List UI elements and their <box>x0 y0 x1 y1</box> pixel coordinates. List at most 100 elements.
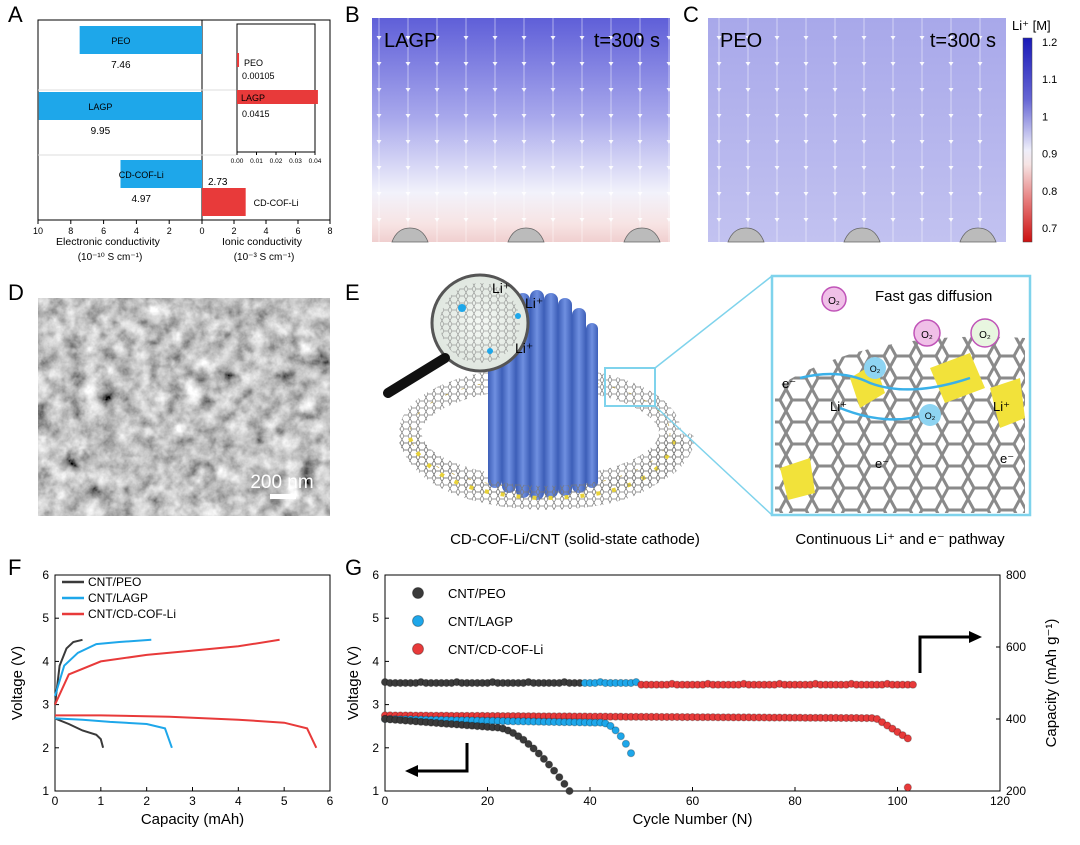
bar-electronic <box>120 160 202 188</box>
x-axis-label: Capacity (mAh) <box>141 811 244 828</box>
bar-category-label: PEO <box>111 36 130 46</box>
colorbar-label: Li⁺ [M] <box>1012 18 1051 33</box>
bar-electronic <box>38 92 202 120</box>
panel-b-simulation: LAGP t=300 s <box>372 18 670 243</box>
y-tick-label: 2 <box>372 741 379 755</box>
x-axis-label: Cycle Number (N) <box>632 811 752 828</box>
bar-value-label: 9.95 <box>91 126 111 137</box>
legend-label: CNT/CD-COF-Li <box>88 607 176 621</box>
series-line-discharge <box>55 714 318 749</box>
legend-label: CNT/LAGP <box>88 591 148 605</box>
x-tick-label: 4 <box>235 794 242 808</box>
y-tick-label: 4 <box>42 654 49 668</box>
panel-letter-b: B <box>345 2 360 27</box>
svg-text:O₂: O₂ <box>870 364 881 374</box>
y-tick-label: 3 <box>372 698 379 712</box>
tick-label: 8 <box>327 226 332 236</box>
panel-e-illustration: Li⁺ Li⁺ Li⁺ Fast gas diffusion O₂ O₂ O₂ … <box>383 273 1032 548</box>
tick-label: 2 <box>167 226 172 236</box>
c-title: PEO <box>720 30 762 52</box>
capacity-point <box>878 718 887 727</box>
inset-bar-ionic <box>237 53 240 67</box>
panel-letter-c: C <box>683 2 699 27</box>
left-axis-arrow <box>415 743 469 773</box>
bar-ionic <box>202 188 246 216</box>
series-line-discharge <box>54 717 173 749</box>
panel-g-chart: 0 20 40 60 80 100 120 1 2 3 4 5 6 200 400 600 800 Cycle N… <box>345 568 1060 828</box>
a-xunit-right: (10⁻³ S cm⁻¹) <box>234 252 295 263</box>
right-axis-arrow <box>918 635 972 673</box>
e-zoom-e-2: e⁻ <box>875 456 889 471</box>
e-li-label-2: Li⁺ <box>525 295 543 311</box>
y2-tick-label: 600 <box>1006 640 1026 654</box>
b-time: t=300 s <box>594 30 660 52</box>
y-axis-label: Voltage (V) <box>345 646 362 720</box>
colorbar-tick-label: 0.9 <box>1042 149 1057 161</box>
inset-category-label: PEO <box>244 58 263 68</box>
capacity-point <box>524 739 533 749</box>
svg-text:O₂: O₂ <box>925 411 936 421</box>
colorbar-tick-label: 1.2 <box>1042 37 1057 49</box>
e-zoom-li-2: Li⁺ <box>993 399 1010 414</box>
capacity-point <box>621 739 630 748</box>
series-line-discharge <box>54 717 105 749</box>
a-xunit-left: (10⁻¹⁰ S cm⁻¹) <box>78 252 143 263</box>
y-tick-label: 3 <box>42 698 49 712</box>
y-tick-label: 6 <box>42 568 49 582</box>
capacity-point <box>539 754 548 763</box>
tick-label: 4 <box>263 226 268 236</box>
y-tick-label: 1 <box>42 784 49 798</box>
panel-a-chart: PEO 7.46 LAGP 9.95 CD-COF-Li 4.97 2.73 CD-COF-L… <box>33 19 333 263</box>
inset-tick-label: 0.04 <box>309 158 322 165</box>
panel-letter-d: D <box>8 280 24 305</box>
capacity-point <box>903 734 912 743</box>
inset-bar-ionic <box>237 90 318 104</box>
panel-letter-f: F <box>8 555 22 580</box>
y-tick-label: 2 <box>42 741 49 755</box>
capacity-point <box>888 724 897 733</box>
x-tick-label: 1 <box>97 794 104 808</box>
colorbar-tick-label: 0.8 <box>1042 186 1057 198</box>
legend-label: CNT/PEO <box>88 575 141 589</box>
colorbar-tick-label: 0.7 <box>1042 223 1057 235</box>
voltage-point <box>908 680 918 689</box>
x-tick-label: 60 <box>686 794 700 808</box>
capacity-point <box>616 732 625 741</box>
bar-value-label: 7.46 <box>111 60 131 71</box>
tick-label: 4 <box>134 226 139 236</box>
y2-axis-label: Capacity (mAh g⁻¹) <box>1043 619 1060 748</box>
legend-label: CNT/LAGP <box>448 614 513 629</box>
capacity-point <box>555 773 564 782</box>
tick-label: 0 <box>199 226 204 236</box>
capacity-point <box>544 760 554 769</box>
inset-value-label: 0.0415 <box>242 109 270 119</box>
e-zoom-e-3: e⁻ <box>1000 451 1014 466</box>
y-tick-label: 4 <box>372 654 379 668</box>
caption-right: Continuous Li⁺ and e⁻ pathway <box>795 531 1005 548</box>
x-tick-label: 120 <box>990 794 1010 808</box>
e-li-label-3: Li⁺ <box>515 340 533 356</box>
capacity-point <box>534 749 543 758</box>
inset-tick-label: 0.01 <box>250 158 263 165</box>
e-li-label-1: Li⁺ <box>492 280 510 296</box>
b-title: LAGP <box>384 30 437 52</box>
legend-label: CNT/PEO <box>448 586 506 601</box>
bar-value-label: 4.97 <box>132 194 152 205</box>
x-tick-label: 80 <box>788 794 802 808</box>
capacity-point <box>565 786 574 796</box>
y-tick-label: 5 <box>42 611 49 625</box>
x-tick-label: 20 <box>481 794 495 808</box>
caption-left: CD-COF-Li/CNT (solid-state cathode) <box>450 531 700 548</box>
x-tick-label: 0 <box>52 794 59 808</box>
tick-label: 6 <box>101 226 106 236</box>
bar-category-label: LAGP <box>88 102 112 112</box>
x-tick-label: 0 <box>382 794 389 808</box>
colorbar-tick-label: 1.1 <box>1042 74 1057 86</box>
y-tick-label: 1 <box>372 784 379 798</box>
x-tick-label: 100 <box>887 794 907 808</box>
x-tick-label: 2 <box>143 794 150 808</box>
y-tick-label: 6 <box>372 568 379 582</box>
colorbar-tick-label: 1 <box>1042 111 1048 123</box>
legend-marker <box>412 587 424 599</box>
